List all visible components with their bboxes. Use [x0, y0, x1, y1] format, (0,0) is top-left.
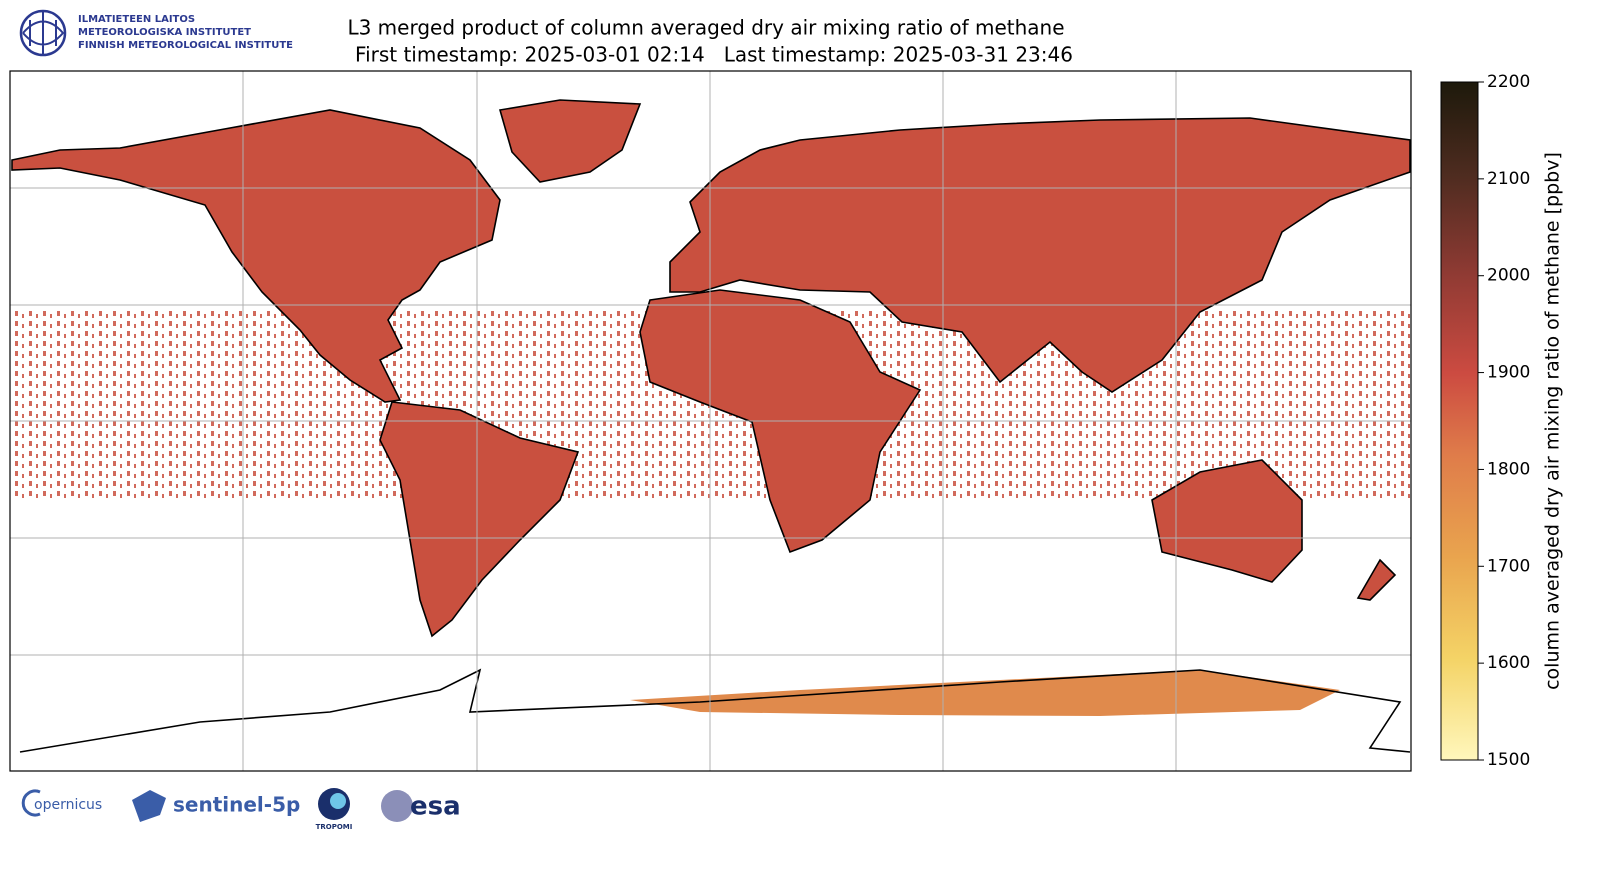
copernicus-mark [21, 789, 41, 817]
logo-line: METEOROLOGISKA INSTITUTET [78, 27, 251, 38]
logo-line: FINNISH METEOROLOGICAL INSTITUTE [78, 40, 293, 51]
colorbar-tick-label: 2200 [1487, 72, 1530, 92]
colorbar-tick-label: 1500 [1487, 750, 1530, 770]
colorbar-tick-label: 1600 [1487, 653, 1530, 673]
subtitle: First timestamp: 2025-03-01 02:14 Last t… [355, 43, 1073, 67]
colorbar-tick-label: 1900 [1487, 363, 1530, 383]
graticule [10, 71, 1411, 771]
eurasia [669, 117, 1411, 393]
map-frame [9, 70, 1412, 772]
colorbar-tick-label: 2100 [1487, 169, 1530, 189]
logo-text: opernicus [34, 797, 102, 813]
antarctica [19, 668, 1411, 753]
australia [1151, 459, 1303, 583]
logo-text: esa [410, 792, 461, 822]
colorbar-tick-label: 1700 [1487, 556, 1530, 576]
greenland [498, 99, 642, 183]
colorbar-tick-label: 1800 [1487, 459, 1530, 479]
logo-text: sentinel-5p [173, 793, 300, 817]
new-zealand [1356, 558, 1397, 601]
sentinel-mark [132, 790, 166, 822]
map [9, 70, 1412, 772]
title: L3 merged product of column averaged dry… [347, 16, 1064, 40]
antarctica-retrievals [630, 670, 1340, 716]
colorbar-tick-label: 2000 [1487, 266, 1530, 286]
colorbar-label: column averaged dry air mixing ratio of … [1542, 152, 1564, 690]
logo-line: ILMATIETEEN LAITOS [78, 14, 195, 25]
colorbar: column averaged dry air mixing ratio of … [1440, 72, 1564, 770]
tropomi-mark [330, 793, 346, 809]
north-america [11, 109, 501, 403]
logo-text: TROPOMI [316, 823, 353, 831]
south-america [379, 401, 580, 638]
esa-mark [381, 790, 413, 822]
footer-logos: opernicus sentinel-5p TROPOMI esa [21, 788, 461, 831]
fmi-logo: ILMATIETEEN LAITOS METEOROLOGISKA INSTIT… [19, 9, 293, 57]
colorbar-ramp [1440, 81, 1479, 761]
